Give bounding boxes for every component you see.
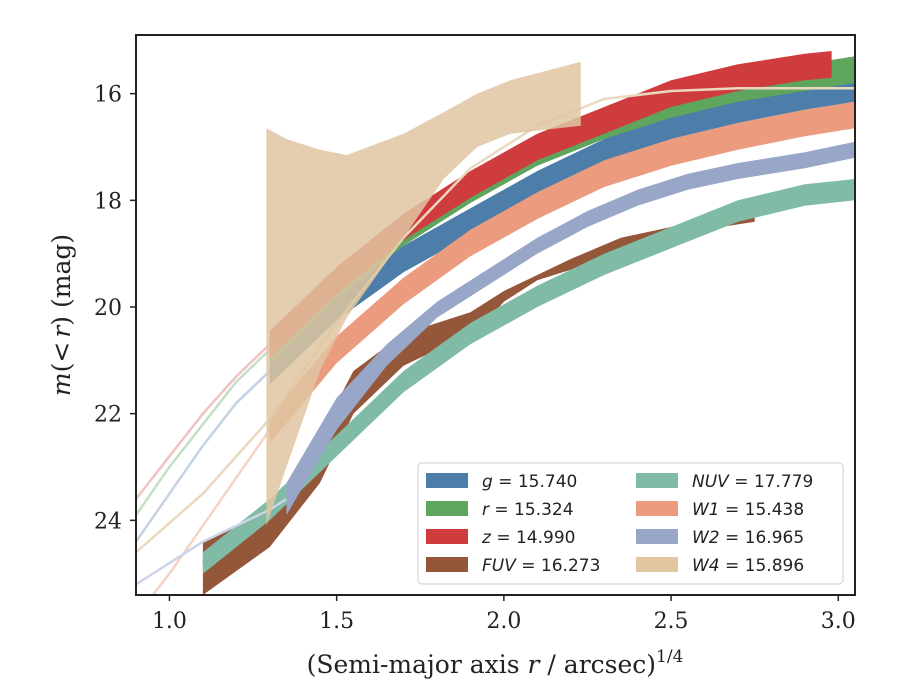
series-layer: [136, 51, 855, 595]
legend-swatch: [426, 501, 468, 516]
legend-swatch: [426, 473, 468, 488]
y-axis-title-open: (: [47, 363, 76, 373]
x-tick-label: 1.5: [319, 609, 354, 634]
legend-item-g: g = 15.740: [426, 472, 577, 492]
legend-swatch: [426, 529, 468, 544]
legend-item-r: r = 15.324: [426, 500, 574, 520]
legend-label: g = 15.740: [482, 472, 577, 492]
legend-item-z: z = 14.990: [426, 528, 575, 548]
series-z-band: [269, 51, 832, 358]
legend-label-var: W4: [692, 556, 720, 576]
y-axis-title-lt: <: [47, 342, 76, 363]
series-W4: [136, 61, 855, 554]
legend-swatch: [636, 557, 678, 572]
x-tick-label: 2.0: [486, 609, 521, 634]
y-axis-title-r: r: [47, 324, 76, 338]
legend-label-value: = 15.324: [489, 500, 574, 520]
series-W1: [151, 101, 855, 595]
x-tick-label: 2.5: [654, 609, 689, 634]
legend-swatch: [636, 501, 678, 516]
legend-label-value: = 15.740: [493, 472, 578, 492]
legend-item-NUV: NUV = 17.779: [636, 472, 813, 492]
series-W1-band: [269, 101, 855, 443]
legend-swatch: [636, 473, 678, 488]
legend-label: W2 = 16.965: [692, 528, 804, 548]
legend-label-value: = 16.273: [516, 556, 601, 576]
legend-box: [417, 462, 844, 585]
series-g-model-line: [136, 370, 271, 543]
x-axis-title: (Semi-major axis r / arcsec)1/4: [307, 647, 684, 679]
legend-label-value: = 15.438: [720, 500, 805, 520]
series-W1-model-line: [151, 428, 271, 595]
series-z-model-line: [136, 343, 271, 500]
legend-label-var: NUV: [692, 472, 730, 492]
legend-item-W2: W2 = 16.965: [636, 528, 804, 548]
legend-label: z = 14.990: [481, 528, 575, 548]
y-axis-title-m: m: [47, 372, 76, 396]
legend-label-var: W2: [692, 528, 720, 548]
x-axis-title-prefix: (Semi-major axis: [307, 650, 528, 679]
y-axis-title: m(< r) (mag): [47, 234, 76, 396]
plot-frame: [135, 34, 856, 596]
series-W1-line: [268, 113, 855, 431]
legend-label: r = 15.324: [482, 500, 574, 520]
legend-item-FUV: FUV = 16.273: [426, 556, 600, 576]
tick-layer: 1.0 1.5 2.0 2.5 3.0 16 18 20 22 24: [94, 83, 856, 634]
y-axis-title-close: ): [47, 316, 76, 326]
y-tick-label: 20: [94, 296, 122, 321]
x-axis-title-exponent: 1/4: [656, 647, 683, 667]
series-r-band: [269, 56, 855, 364]
series-W4-band: [266, 61, 581, 526]
legend-label: W1 = 15.438: [692, 500, 804, 520]
legend-item-W4: W4 = 15.896: [636, 556, 804, 576]
y-tick-label: 24: [94, 509, 122, 534]
legend-label-value: = 14.990: [491, 528, 576, 548]
x-axis-title-suffix: / arcsec): [539, 650, 656, 679]
x-tick-label: 3.0: [821, 609, 856, 634]
y-tick-label: 16: [94, 83, 122, 108]
legend-swatch: [426, 557, 468, 572]
x-axis-title-var: r: [528, 650, 542, 679]
legend-label-var: r: [482, 500, 490, 520]
legend-label: FUV = 16.273: [482, 556, 600, 576]
series-W2-model-line: [136, 497, 288, 586]
legend-swatch: [636, 529, 678, 544]
legend-item-W1: W1 = 15.438: [636, 500, 804, 520]
legend-label-value: = 16.965: [720, 528, 805, 548]
legend-label: W4 = 15.896: [692, 556, 804, 576]
legend-label-var: z: [481, 528, 492, 548]
legend-label-var: FUV: [482, 556, 517, 576]
series-W4-model-line: [136, 87, 855, 554]
series-W2: [136, 141, 855, 586]
series-g-band: [269, 75, 855, 385]
legend-label-value: = 15.896: [720, 556, 805, 576]
y-tick-label: 18: [94, 189, 122, 214]
legend-label-var: W1: [692, 500, 720, 520]
legend-label-value: = 17.779: [729, 472, 814, 492]
x-tick-label: 1.0: [152, 609, 187, 634]
series-r-model-line: [136, 348, 271, 516]
y-axis-title-unit: (mag): [47, 234, 76, 316]
legend-label-var: g: [482, 472, 493, 492]
y-tick-label: 22: [94, 403, 122, 428]
legend-label: NUV = 17.779: [692, 472, 813, 492]
